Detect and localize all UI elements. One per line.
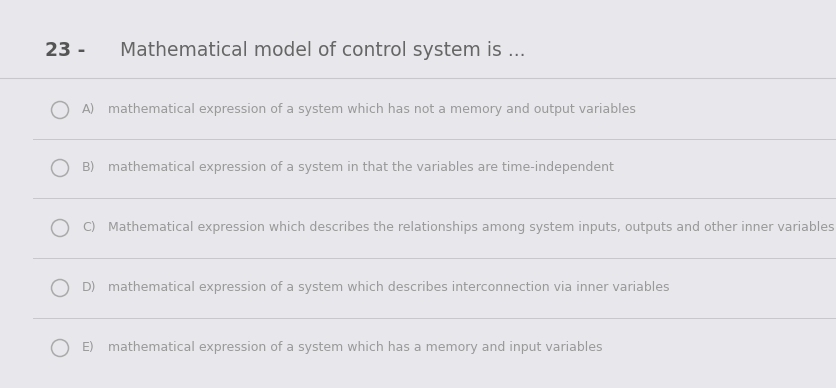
- Text: A): A): [82, 104, 95, 116]
- Text: mathematical expression of a system which has a memory and input variables: mathematical expression of a system whic…: [108, 341, 602, 355]
- Text: E): E): [82, 341, 94, 355]
- Text: Mathematical expression which describes the relationships among system inputs, o: Mathematical expression which describes …: [108, 222, 833, 234]
- Text: mathematical expression of a system in that the variables are time-independent: mathematical expression of a system in t…: [108, 161, 613, 175]
- Text: D): D): [82, 282, 96, 294]
- Text: mathematical expression of a system which has not a memory and output variables: mathematical expression of a system whic…: [108, 104, 635, 116]
- Text: B): B): [82, 161, 95, 175]
- Text: mathematical expression of a system which describes interconnection via inner va: mathematical expression of a system whic…: [108, 282, 669, 294]
- Text: Mathematical model of control system is ...: Mathematical model of control system is …: [120, 40, 525, 59]
- Text: C): C): [82, 222, 95, 234]
- Text: 23 -: 23 -: [45, 40, 85, 59]
